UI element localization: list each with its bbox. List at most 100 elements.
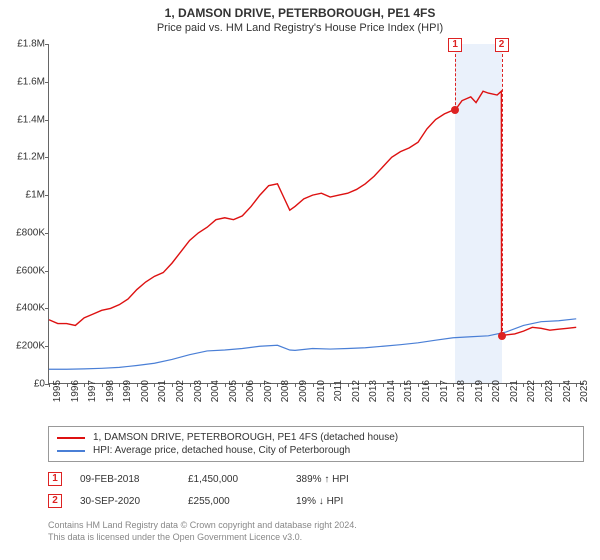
- x-tick-mark: [242, 383, 243, 387]
- x-tick-label: 1999: [122, 380, 133, 402]
- y-tick-label: £1.2M: [3, 152, 45, 163]
- marker-label-2: 2: [495, 38, 509, 52]
- x-tick-label: 2013: [368, 380, 379, 402]
- legend-swatch: [57, 450, 85, 452]
- x-tick-mark: [49, 383, 50, 387]
- x-tick-label: 2012: [351, 380, 362, 402]
- y-tick-label: £1.6M: [3, 76, 45, 87]
- x-tick-mark: [348, 383, 349, 387]
- x-tick-mark: [295, 383, 296, 387]
- x-tick-mark: [436, 383, 437, 387]
- footer-line-1: Contains HM Land Registry data © Crown c…: [48, 520, 584, 532]
- x-tick-mark: [400, 383, 401, 387]
- legend-label: HPI: Average price, detached house, City…: [93, 445, 350, 456]
- x-tick-label: 2007: [263, 380, 274, 402]
- x-tick-label: 2024: [562, 380, 573, 402]
- x-tick-label: 2010: [316, 380, 327, 402]
- x-tick-mark: [67, 383, 68, 387]
- y-tick-label: £1.4M: [3, 114, 45, 125]
- x-tick-label: 2025: [579, 380, 590, 402]
- annotation-price: £255,000: [188, 496, 278, 507]
- x-tick-label: 2021: [509, 380, 520, 402]
- footer-attribution: Contains HM Land Registry data © Crown c…: [48, 520, 584, 543]
- x-tick-mark: [172, 383, 173, 387]
- legend-item: HPI: Average price, detached house, City…: [57, 444, 575, 457]
- y-tick-label: £0: [3, 379, 45, 390]
- chart-title: 1, DAMSON DRIVE, PETERBOROUGH, PE1 4FS: [0, 0, 600, 20]
- y-tick-label: £600K: [3, 265, 45, 276]
- x-tick-mark: [137, 383, 138, 387]
- annotation-marker-2: 2: [48, 494, 62, 508]
- x-tick-label: 2000: [140, 380, 151, 402]
- series-property: [49, 91, 576, 336]
- x-tick-label: 2018: [456, 380, 467, 402]
- x-tick-mark: [576, 383, 577, 387]
- x-tick-label: 2009: [298, 380, 309, 402]
- x-tick-label: 2005: [228, 380, 239, 402]
- x-tick-label: 2014: [386, 380, 397, 402]
- x-tick-mark: [207, 383, 208, 387]
- y-tick-label: £1M: [3, 190, 45, 201]
- x-tick-mark: [277, 383, 278, 387]
- x-tick-label: 1996: [70, 380, 81, 402]
- x-tick-mark: [84, 383, 85, 387]
- x-tick-mark: [541, 383, 542, 387]
- x-tick-mark: [559, 383, 560, 387]
- annotation-pct: 19% ↓ HPI: [296, 496, 416, 507]
- x-tick-label: 2004: [210, 380, 221, 402]
- x-tick-label: 2001: [157, 380, 168, 402]
- marker-dot-1: [451, 106, 459, 114]
- y-tick-label: £400K: [3, 303, 45, 314]
- marker-label-1: 1: [448, 38, 462, 52]
- y-tick-label: £1.8M: [3, 39, 45, 50]
- x-tick-label: 2016: [421, 380, 432, 402]
- x-tick-mark: [418, 383, 419, 387]
- annotation-row: 2 30-SEP-2020 £255,000 19% ↓ HPI: [48, 490, 584, 512]
- x-tick-label: 2020: [491, 380, 502, 402]
- x-tick-mark: [488, 383, 489, 387]
- annotation-marker-1: 1: [48, 472, 62, 486]
- x-tick-label: 1997: [87, 380, 98, 402]
- x-tick-mark: [313, 383, 314, 387]
- x-tick-label: 2023: [544, 380, 555, 402]
- marker-line-2: [502, 54, 503, 336]
- x-tick-label: 2019: [474, 380, 485, 402]
- x-tick-label: 2015: [403, 380, 414, 402]
- plot-area: £0£200K£400K£600K£800K£1M£1.2M£1.4M£1.6M…: [48, 44, 584, 384]
- x-tick-label: 2006: [245, 380, 256, 402]
- legend-box: 1, DAMSON DRIVE, PETERBOROUGH, PE1 4FS (…: [48, 426, 584, 462]
- annotation-date: 30-SEP-2020: [80, 496, 170, 507]
- x-tick-label: 2011: [333, 380, 344, 402]
- x-tick-mark: [365, 383, 366, 387]
- x-tick-label: 2017: [439, 380, 450, 402]
- x-tick-label: 2003: [193, 380, 204, 402]
- x-tick-mark: [119, 383, 120, 387]
- annotation-price: £1,450,000: [188, 474, 278, 485]
- x-tick-mark: [471, 383, 472, 387]
- footer-line-2: This data is licensed under the Open Gov…: [48, 532, 584, 544]
- x-tick-mark: [190, 383, 191, 387]
- x-tick-mark: [330, 383, 331, 387]
- marker-dot-2: [498, 332, 506, 340]
- legend-label: 1, DAMSON DRIVE, PETERBOROUGH, PE1 4FS (…: [93, 432, 398, 443]
- y-tick-label: £800K: [3, 227, 45, 238]
- annotation-pct: 389% ↑ HPI: [296, 474, 416, 485]
- x-tick-label: 2008: [280, 380, 291, 402]
- chart-container: 1, DAMSON DRIVE, PETERBOROUGH, PE1 4FS P…: [0, 0, 600, 560]
- annotation-row: 1 09-FEB-2018 £1,450,000 389% ↑ HPI: [48, 468, 584, 490]
- x-tick-mark: [154, 383, 155, 387]
- x-tick-mark: [102, 383, 103, 387]
- annotation-date: 09-FEB-2018: [80, 474, 170, 485]
- x-tick-label: 2002: [175, 380, 186, 402]
- x-tick-mark: [260, 383, 261, 387]
- legend-swatch: [57, 437, 85, 439]
- x-tick-mark: [523, 383, 524, 387]
- y-tick-label: £200K: [3, 341, 45, 352]
- x-tick-mark: [225, 383, 226, 387]
- annotation-table: 1 09-FEB-2018 £1,450,000 389% ↑ HPI 2 30-SEP-…: [48, 468, 584, 512]
- x-tick-mark: [506, 383, 507, 387]
- x-tick-label: 2022: [526, 380, 537, 402]
- series-hpi: [49, 319, 576, 369]
- x-tick-label: 1998: [105, 380, 116, 402]
- chart-subtitle: Price paid vs. HM Land Registry's House …: [0, 20, 600, 40]
